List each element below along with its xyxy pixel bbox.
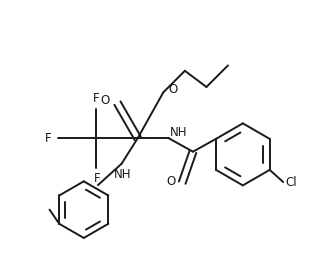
Text: O: O	[166, 175, 176, 188]
Text: F: F	[44, 132, 51, 145]
Text: O: O	[168, 83, 178, 96]
Text: NH: NH	[170, 126, 188, 139]
Text: NH: NH	[114, 167, 131, 180]
Text: F: F	[93, 172, 100, 185]
Text: F: F	[93, 92, 99, 105]
Text: O: O	[100, 94, 109, 107]
Text: Cl: Cl	[285, 176, 296, 189]
